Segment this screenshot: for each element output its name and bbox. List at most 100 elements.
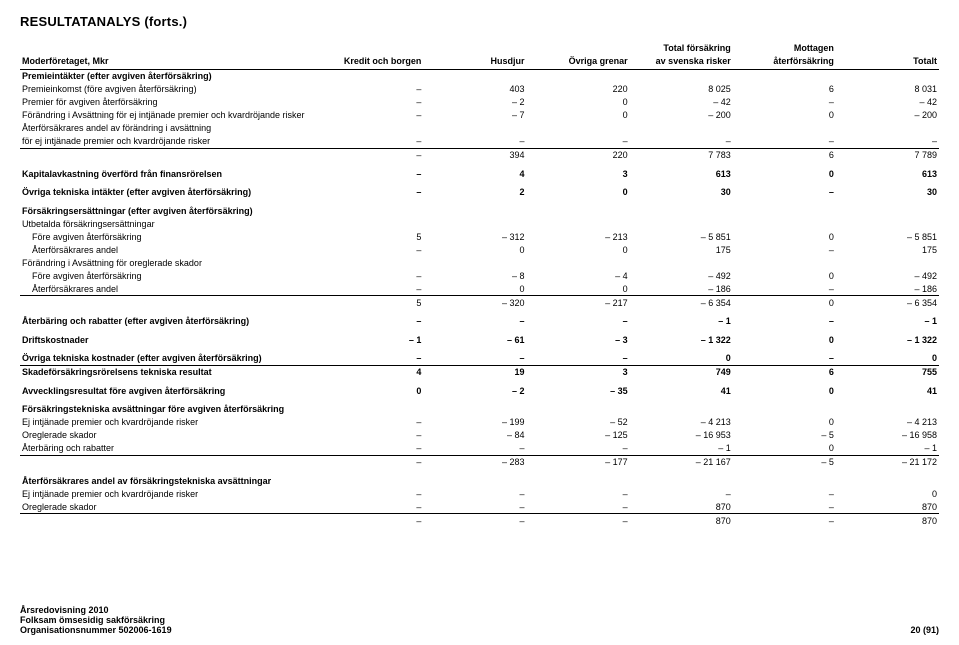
page-title: RESULTATANALYS (forts.) (20, 14, 939, 29)
cell: – 6 354 (836, 296, 939, 310)
cell: 0 (527, 109, 630, 122)
cell: 41 (630, 379, 733, 398)
cell (527, 469, 630, 488)
footer-page-number: 20 (91) (910, 625, 939, 635)
cell (423, 217, 526, 230)
cell: – 7 (423, 109, 526, 122)
cell: – (320, 83, 423, 96)
col-total-av-svenska-2: av svenska risker (630, 54, 733, 69)
cell: 0 (527, 243, 630, 256)
cell: – 1 322 (836, 328, 939, 347)
col-totalt: Totalt (836, 54, 939, 69)
cell: – 3 (527, 328, 630, 347)
row-label: Före avgiven återförsäkring (20, 230, 320, 243)
row-label: Återbäring och rabatter (20, 442, 320, 456)
cell: – 42 (836, 96, 939, 109)
cell: – (320, 180, 423, 199)
cell: 30 (630, 180, 733, 199)
cell (836, 397, 939, 416)
cell: – 1 (836, 309, 939, 328)
row-label: Försäkringstekniska avsättningar före av… (20, 397, 320, 416)
cell: – (320, 487, 423, 500)
cell: 0 (733, 269, 836, 282)
table-row: Före avgiven återförsäkring5– 312– 213– … (20, 230, 939, 243)
cell: – (320, 455, 423, 469)
cell (423, 199, 526, 218)
col-kredit: Kredit och borgen (320, 54, 423, 69)
cell: 19 (423, 365, 526, 379)
cell (630, 69, 733, 83)
cell: – (733, 243, 836, 256)
cell: – 16 958 (836, 429, 939, 442)
cell: – 1 (630, 309, 733, 328)
cell: 0 (527, 282, 630, 296)
row-label: Förändring i Avsättning för ej intjänade… (20, 109, 320, 122)
table-row: Premieintäkter (efter avgiven återförsäk… (20, 69, 939, 83)
row-label: Kapitalavkastning överförd från finansrö… (20, 162, 320, 181)
cell: – (423, 135, 526, 149)
cell (423, 256, 526, 269)
cell (320, 122, 423, 135)
cell: 3 (527, 365, 630, 379)
table-row: –––870–870 (20, 514, 939, 528)
cell (320, 256, 423, 269)
cell: 870 (836, 500, 939, 514)
cell: 175 (836, 243, 939, 256)
cell: 0 (733, 328, 836, 347)
row-label: Avvecklingsresultat före avgiven återför… (20, 379, 320, 398)
cell: 0 (733, 230, 836, 243)
cell: 8 031 (836, 83, 939, 96)
cell: 870 (836, 514, 939, 528)
row-label: Premieinkomst (före avgiven återförsäkri… (20, 83, 320, 96)
table-row: 5– 320– 217– 6 3540– 6 354 (20, 296, 939, 310)
cell: 0 (423, 282, 526, 296)
cell: 0 (630, 346, 733, 365)
row-label: Ej intjänade premier och kvardröjande ri… (20, 487, 320, 500)
cell: – (320, 148, 423, 162)
cell: – 217 (527, 296, 630, 310)
header-row-2: Moderföretaget, Mkr Kredit och borgen Hu… (20, 54, 939, 69)
cell (733, 469, 836, 488)
cell: – (320, 309, 423, 328)
row-label: för ej intjänade premier och kvardröjand… (20, 135, 320, 149)
cell: 6 (733, 148, 836, 162)
cell: 220 (527, 83, 630, 96)
row-label: Premier för avgiven återförsäkring (20, 96, 320, 109)
cell: – (733, 514, 836, 528)
table-row: Återbäring och rabatter (efter avgiven å… (20, 309, 939, 328)
table-row: Försäkringstekniska avsättningar före av… (20, 397, 939, 416)
table-row: Återförsäkrares andel–00175–175 (20, 243, 939, 256)
cell: – 84 (423, 429, 526, 442)
cell (423, 469, 526, 488)
cell: 0 (733, 162, 836, 181)
col-mottagen-2: återförsäkring (733, 54, 836, 69)
table-row: –– 283– 177– 21 167– 5– 21 172 (20, 455, 939, 469)
cell: – (320, 96, 423, 109)
cell: 0 (733, 442, 836, 456)
cell: – 177 (527, 455, 630, 469)
cell: – (320, 282, 423, 296)
cell: 30 (836, 180, 939, 199)
row-label: Återbäring och rabatter (efter avgiven å… (20, 309, 320, 328)
table-row: Premier för avgiven återförsäkring–– 20–… (20, 96, 939, 109)
cell: – (423, 346, 526, 365)
cell (320, 217, 423, 230)
table-row: Före avgiven återförsäkring–– 8– 4– 4920… (20, 269, 939, 282)
col-ovriga: Övriga grenar (527, 54, 630, 69)
cell: 0 (527, 180, 630, 199)
cell: 3 (527, 162, 630, 181)
row-label: Återförsäkrares andel (20, 282, 320, 296)
cell (733, 217, 836, 230)
cell (836, 122, 939, 135)
cell (527, 199, 630, 218)
cell: 0 (836, 487, 939, 500)
cell (630, 199, 733, 218)
cell: – 492 (836, 269, 939, 282)
cell (836, 256, 939, 269)
cell: – (527, 135, 630, 149)
table-row: Återbäring och rabatter–––– 10– 1 (20, 442, 939, 456)
cell (320, 397, 423, 416)
cell: 0 (423, 243, 526, 256)
cell (733, 122, 836, 135)
cell: – 200 (630, 109, 733, 122)
